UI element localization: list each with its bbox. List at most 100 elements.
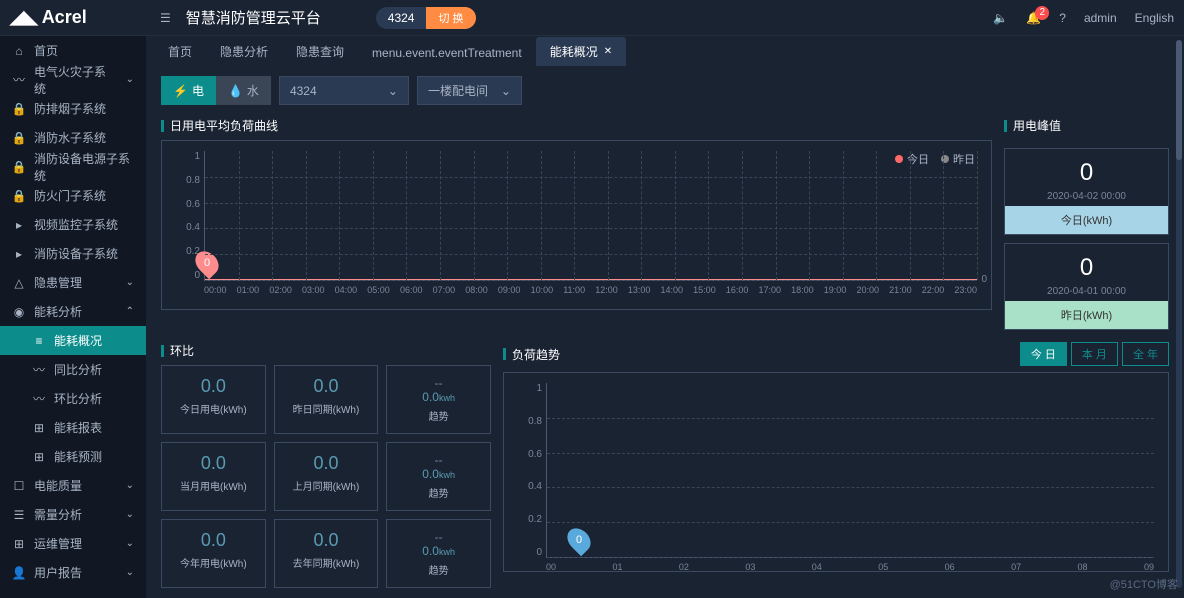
sidebar-item[interactable]: 〰同比分析 — [0, 355, 146, 384]
sidebar-icon: 〰 — [32, 361, 46, 378]
sidebar-item[interactable]: 🔒防排烟子系统 — [0, 94, 146, 123]
sidebar-label: 同比分析 — [54, 361, 102, 378]
chart-grid: 0 0 — [204, 151, 977, 281]
chevron-down-icon: ⌄ — [501, 84, 511, 98]
close-icon[interactable]: ✕ — [604, 46, 612, 57]
sidebar-label: 环比分析 — [54, 390, 102, 407]
sidebar-item[interactable]: ⊞能耗报表 — [0, 413, 146, 442]
sidebar-icon: ⊞ — [12, 537, 26, 551]
room-select[interactable]: 一楼配电间⌄ — [417, 76, 522, 105]
resource-toggle: ⚡电 💧水 — [161, 76, 271, 105]
peak-yest-label: 昨日(kWh) — [1005, 301, 1168, 329]
logo-text: Acrel — [42, 7, 87, 28]
stat-card: 0.0今日用电(kWh) — [161, 365, 266, 434]
tab[interactable]: 隐患分析 — [206, 37, 282, 66]
menu-toggle-icon[interactable]: ☰ — [160, 11, 171, 25]
chevron-icon: ⌄ — [126, 567, 134, 578]
sidebar-icon: 🔒 — [12, 189, 26, 203]
peak-today-date: 2020-04-02 00:00 — [1005, 191, 1168, 202]
chevron-icon: ⌄ — [126, 480, 134, 491]
chevron-icon: ⌄ — [126, 277, 134, 288]
sidebar-item[interactable]: ☐ 电能质量 ⌄ — [0, 471, 146, 500]
ring-panel: 环比 0.0今日用电(kWh)0.0昨日同期(kWh)--0.0kwh趋势 0.0… — [161, 342, 491, 588]
electricity-button[interactable]: ⚡电 — [161, 76, 216, 105]
stat-card: 0.0当月用电(kWh) — [161, 442, 266, 511]
scrollbar[interactable] — [1176, 40, 1182, 588]
water-button[interactable]: 💧水 — [216, 76, 271, 105]
trend-grid: 0 — [546, 383, 1154, 558]
bell-icon[interactable]: 🔔2 — [1026, 11, 1041, 25]
sidebar-icon: 〰 — [32, 390, 46, 407]
load-curve-panel: 日用电平均负荷曲线 今日 昨日 10.80.60.40.20 0 0 — [161, 117, 992, 330]
tab[interactable]: 隐患查询 — [282, 37, 358, 66]
sidebar-label: 消防设备电源子系统 — [34, 150, 134, 184]
sidebar-label: 能耗预测 — [54, 448, 102, 465]
logo-icon: ◢◣ — [10, 7, 38, 28]
sidebar-icon: 🔒 — [12, 131, 26, 145]
stat-card: 0.0去年同期(kWh) — [274, 519, 379, 588]
peak-panels: 用电峰值 0 2020-04-02 00:00 今日(kWh) 0 2020-0… — [1004, 117, 1169, 330]
header-pill: 4324 切 换 — [376, 7, 476, 29]
period-button[interactable]: 今 日 — [1020, 342, 1067, 366]
period-button[interactable]: 全 年 — [1122, 342, 1169, 366]
peak-yest-date: 2020-04-01 00:00 — [1005, 286, 1168, 297]
sidebar-icon: ☐ — [12, 479, 26, 493]
drop-icon: 💧 — [228, 84, 243, 98]
chevron-icon: ⌄ — [126, 509, 134, 520]
sidebar-item[interactable]: ☰需量分析⌄ — [0, 500, 146, 529]
sidebar-item[interactable]: 〰电气火灾子系统⌄ — [0, 65, 146, 94]
trend-panel: 负荷趋势 今 日本 月全 年 10.80.60.40.20 0 00010203… — [503, 342, 1169, 588]
trend-y-axis: 10.80.60.40.20 — [518, 383, 542, 558]
sidebar-label: 电气火灾子系统 — [34, 63, 118, 97]
help-icon[interactable]: ? — [1059, 11, 1066, 25]
sidebar-icon: △ — [12, 276, 26, 290]
sidebar-icon: 🔒 — [12, 160, 26, 174]
lang-toggle[interactable]: English — [1135, 11, 1174, 25]
sidebar-label: 防排烟子系统 — [34, 100, 106, 117]
peak-today-card: 0 2020-04-02 00:00 今日(kWh) — [1004, 148, 1169, 235]
sidebar-item[interactable]: 🔒消防水子系统 — [0, 123, 146, 152]
sidebar-item[interactable]: ▸消防设备子系统 — [0, 239, 146, 268]
sidebar-item[interactable]: ◉能耗分析⌃ — [0, 297, 146, 326]
sidebar-item[interactable]: ▸视频监控子系统 — [0, 210, 146, 239]
trend-title: 负荷趋势 — [512, 346, 560, 363]
sidebar-label: 能耗分析 — [34, 303, 82, 320]
site-select[interactable]: 4324⌄ — [279, 76, 409, 105]
sidebar-label: 电能质量 — [34, 477, 82, 494]
sidebar-item[interactable]: 〰环比分析 — [0, 384, 146, 413]
tab[interactable]: menu.event.eventTreatment — [358, 40, 536, 66]
chevron-down-icon: ⌄ — [388, 84, 398, 98]
sidebar-label: 需量分析 — [34, 506, 82, 523]
tab[interactable]: 首页 — [154, 37, 206, 66]
stat-card: --0.0kwh趋势 — [386, 365, 491, 434]
sidebar-item[interactable]: 👤用户报告⌄ — [0, 558, 146, 587]
scrollbar-thumb[interactable] — [1176, 40, 1182, 160]
sidebar-item[interactable]: ≡能耗概况 — [0, 326, 146, 355]
user-label[interactable]: admin — [1084, 11, 1117, 25]
main: 首页隐患分析隐患查询menu.event.eventTreatment能耗概况✕… — [146, 36, 1184, 598]
sidebar-item[interactable]: ⊞ 能耗预测 — [0, 442, 146, 471]
sidebar-item[interactable]: 🔒防火门子系统 — [0, 181, 146, 210]
toolbar: ⚡电 💧水 4324⌄ 一楼配电间⌄ — [161, 76, 1169, 105]
sound-icon[interactable]: 🔈 — [993, 11, 1008, 25]
zero-label: 0 — [981, 274, 987, 285]
content: ⚡电 💧水 4324⌄ 一楼配电间⌄ 日用电平均负荷曲线 今日 昨日 10. — [146, 66, 1184, 598]
tab[interactable]: 能耗概况✕ — [536, 37, 626, 66]
ring-title: 环比 — [170, 342, 194, 359]
sidebar-icon: ⌂ — [12, 44, 26, 58]
app-title: 智慧消防管理云平台 — [186, 7, 321, 28]
sidebar-item[interactable]: ⌂首页 — [0, 36, 146, 65]
sidebar-item[interactable]: 🔒 消防设备电源子系统 — [0, 152, 146, 181]
switch-button[interactable]: 切 换 — [426, 7, 475, 29]
sidebar-icon: ⊞ — [32, 450, 46, 464]
peak-today-label: 今日(kWh) — [1005, 206, 1168, 234]
header-right: 🔈 🔔2 ? admin English — [993, 11, 1174, 25]
sidebar-icon: 👤 — [12, 566, 26, 580]
sidebar-item[interactable]: ⊞运维管理⌄ — [0, 529, 146, 558]
stat-card: 0.0昨日同期(kWh) — [274, 365, 379, 434]
sidebar-label: 能耗报表 — [54, 419, 102, 436]
period-button[interactable]: 本 月 — [1071, 342, 1118, 366]
bolt-icon: ⚡ — [173, 84, 188, 98]
peak-today-value: 0 — [1005, 159, 1168, 187]
sidebar-item[interactable]: △隐患管理⌄ — [0, 268, 146, 297]
